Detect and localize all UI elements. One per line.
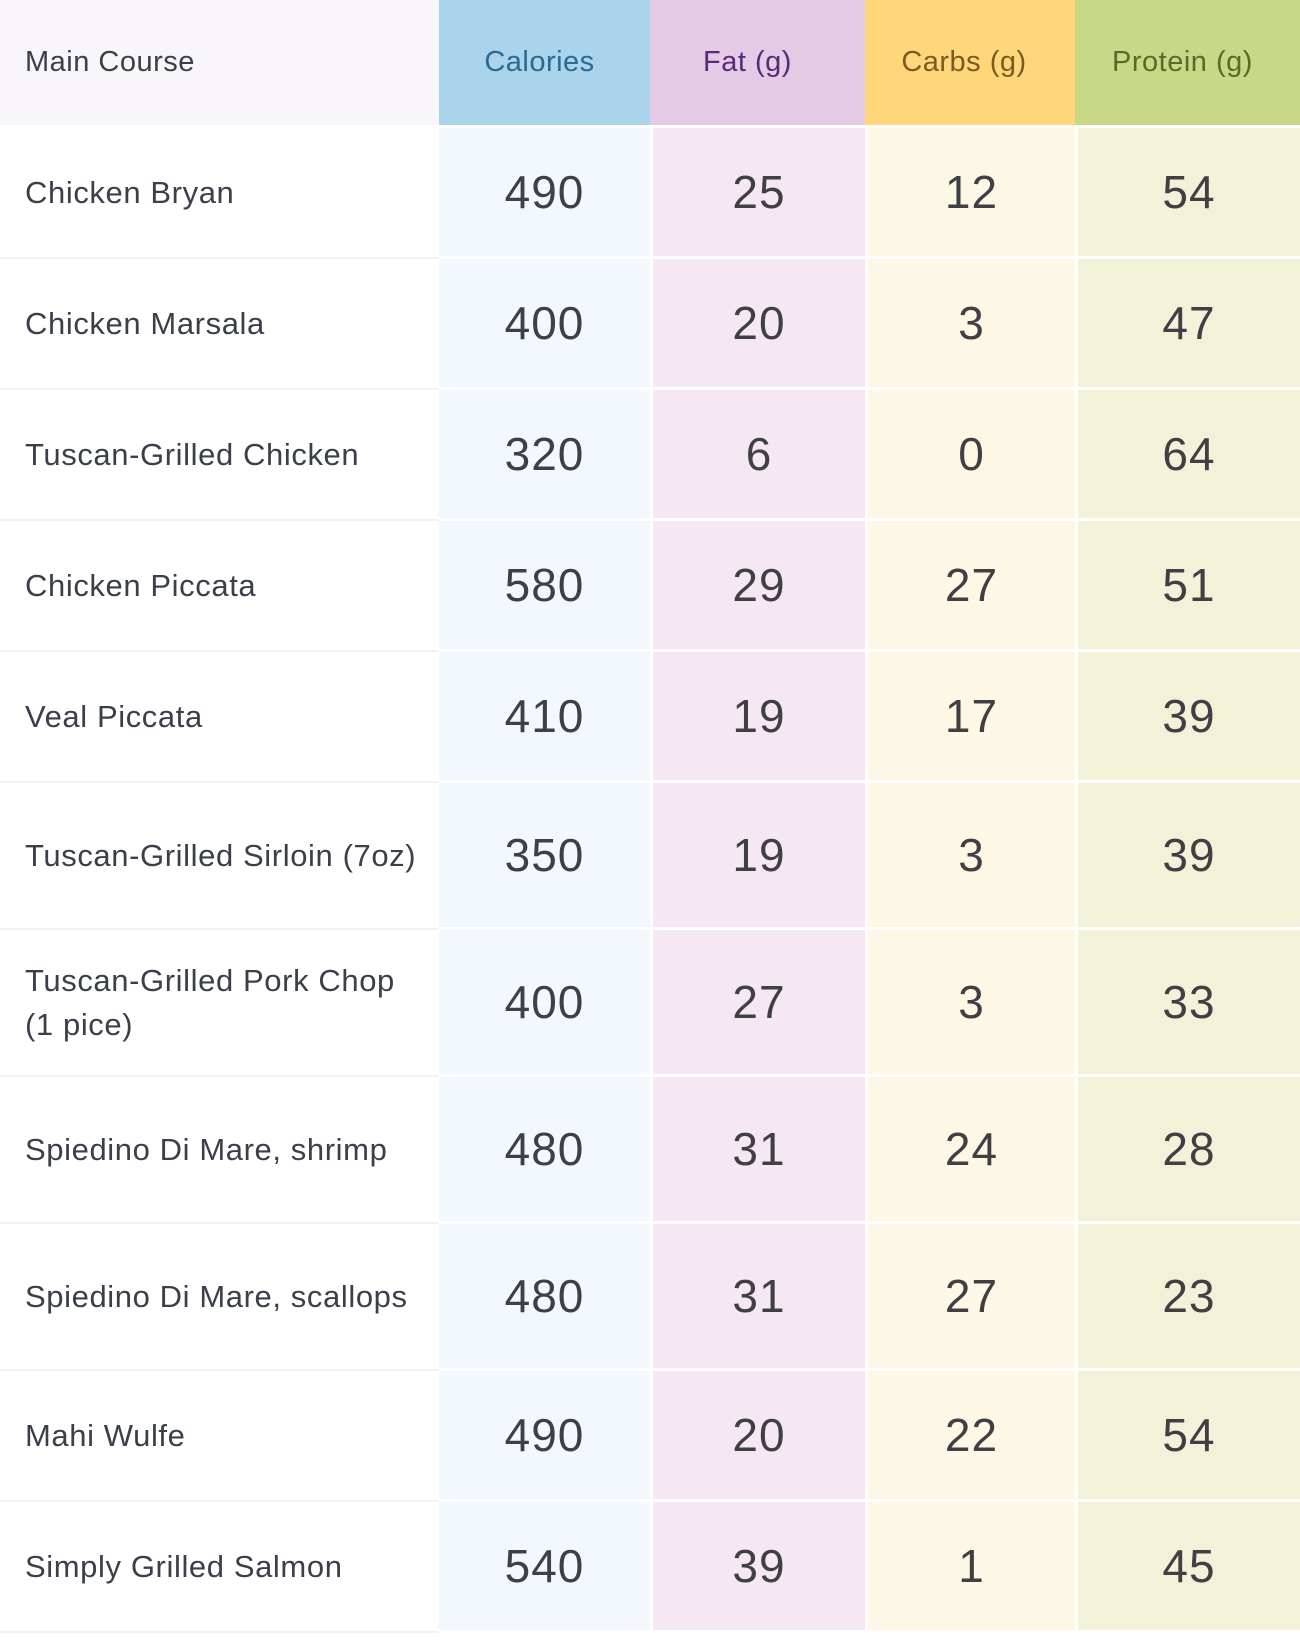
fat-value: 29: [650, 521, 865, 652]
protein-value: 39: [1075, 783, 1300, 930]
calories-value: 490: [439, 1371, 650, 1502]
calories-value: 410: [439, 652, 650, 783]
protein-value: 47: [1075, 259, 1300, 390]
protein-value: 39: [1075, 652, 1300, 783]
calories-value: 350: [439, 783, 650, 930]
fat-value: 20: [650, 259, 865, 390]
carbs-value: 3: [865, 930, 1075, 1077]
calories-value: 400: [439, 259, 650, 390]
carbs-value: 1: [865, 1502, 1075, 1633]
carbs-value: 12: [865, 128, 1075, 259]
protein-value: 64: [1075, 390, 1300, 521]
protein-value: 28: [1075, 1077, 1300, 1224]
dish-name: Mahi Wulfe: [0, 1371, 439, 1502]
header-protein: Protein (g): [1075, 0, 1300, 128]
carbs-value: 27: [865, 1224, 1075, 1371]
carbs-value: 17: [865, 652, 1075, 783]
fat-value: 20: [650, 1371, 865, 1502]
protein-value: 45: [1075, 1502, 1300, 1633]
protein-value: 54: [1075, 128, 1300, 259]
header-fat: Fat (g): [650, 0, 865, 128]
carbs-value: 24: [865, 1077, 1075, 1224]
carbs-value: 0: [865, 390, 1075, 521]
header-calories: Calories: [439, 0, 650, 128]
fat-value: 6: [650, 390, 865, 521]
dish-name: Tuscan-Grilled Chicken: [0, 390, 439, 521]
dish-name: Chicken Bryan: [0, 128, 439, 259]
calories-value: 400: [439, 930, 650, 1077]
dish-name: Spiedino Di Mare, scallops: [0, 1224, 439, 1371]
dish-name: Tuscan-Grilled Sirloin (7oz): [0, 783, 439, 930]
fat-value: 25: [650, 128, 865, 259]
protein-value: 54: [1075, 1371, 1300, 1502]
calories-value: 490: [439, 128, 650, 259]
carbs-value: 27: [865, 521, 1075, 652]
header-carbs: Carbs (g): [865, 0, 1075, 128]
dish-name: Chicken Marsala: [0, 259, 439, 390]
dish-name: Tuscan-Grilled Pork Chop (1 pice): [0, 930, 439, 1077]
fat-value: 19: [650, 783, 865, 930]
fat-value: 19: [650, 652, 865, 783]
header-main-course: Main Course: [0, 0, 439, 128]
carbs-value: 3: [865, 783, 1075, 930]
carbs-value: 22: [865, 1371, 1075, 1502]
fat-value: 31: [650, 1224, 865, 1371]
calories-value: 480: [439, 1077, 650, 1224]
dish-name: Veal Piccata: [0, 652, 439, 783]
dish-name: Simply Grilled Salmon: [0, 1502, 439, 1633]
dish-name: Chicken Piccata: [0, 521, 439, 652]
calories-value: 480: [439, 1224, 650, 1371]
fat-value: 39: [650, 1502, 865, 1633]
protein-value: 33: [1075, 930, 1300, 1077]
calories-value: 580: [439, 521, 650, 652]
protein-value: 51: [1075, 521, 1300, 652]
calories-value: 320: [439, 390, 650, 521]
carbs-value: 3: [865, 259, 1075, 390]
fat-value: 27: [650, 930, 865, 1077]
calories-value: 540: [439, 1502, 650, 1633]
dish-name: Spiedino Di Mare, shrimp: [0, 1077, 439, 1224]
protein-value: 23: [1075, 1224, 1300, 1371]
fat-value: 31: [650, 1077, 865, 1224]
